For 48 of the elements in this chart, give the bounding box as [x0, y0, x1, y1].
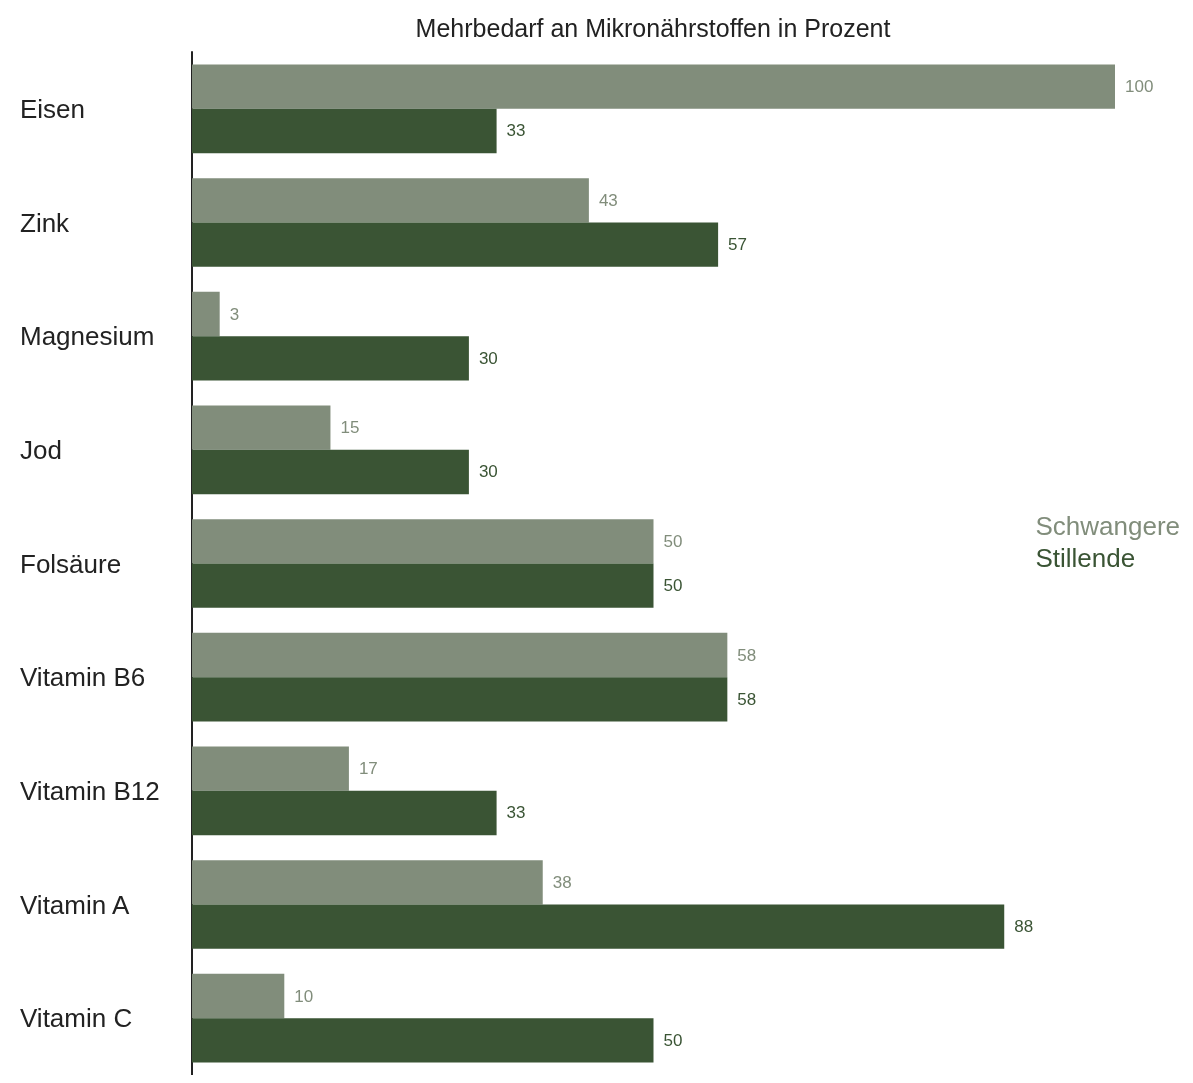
- bar: [192, 519, 654, 564]
- data-label: 57: [728, 235, 748, 255]
- data-label: 88: [1014, 917, 1034, 937]
- text: Stillende: [1035, 542, 1136, 573]
- bar: [192, 677, 728, 722]
- bar: [192, 222, 719, 267]
- bar: [192, 178, 589, 223]
- data-label: 10: [294, 986, 314, 1006]
- chart-title: Mehrbedarf an Mikronährstoffen in Prozent: [415, 13, 891, 42]
- y-tick-label: Vitamin A: [20, 889, 131, 920]
- y-tick-label: Zink: [20, 207, 71, 238]
- bar: [192, 108, 497, 154]
- data-label: 30: [478, 348, 498, 368]
- bar: [192, 790, 497, 836]
- bar: [192, 291, 220, 337]
- bar: [192, 973, 285, 1019]
- bar: [192, 336, 469, 381]
- data-label: 58: [737, 645, 757, 665]
- data-label: 50: [663, 1030, 683, 1050]
- bar: [192, 64, 1115, 109]
- y-tick-label: Vitamin C: [20, 1003, 133, 1034]
- data-label: 3: [229, 304, 240, 324]
- bar: [192, 904, 1005, 949]
- data-label: 50: [663, 576, 683, 596]
- bar: [192, 632, 728, 678]
- y-tick-label: Folsäure: [20, 548, 122, 579]
- data-label: 33: [506, 803, 526, 823]
- y-tick-label: Jod: [20, 434, 62, 465]
- data-label: 43: [598, 190, 618, 210]
- data-label: 17: [358, 759, 378, 779]
- y-tick-label: Vitamin B12: [20, 775, 160, 806]
- bar: [192, 449, 469, 495]
- data-label: 58: [737, 689, 757, 709]
- data-label: 33: [506, 121, 526, 141]
- y-tick-label: Magnesium: [20, 321, 155, 352]
- y-tick-label: Vitamin B6: [20, 662, 146, 693]
- bar: [192, 405, 331, 450]
- data-label: 100: [1125, 77, 1154, 97]
- data-label: 30: [478, 462, 498, 482]
- data-label: 15: [340, 418, 360, 438]
- bar: [192, 860, 543, 905]
- bar: [192, 746, 349, 791]
- bar: [192, 1018, 654, 1063]
- data-label: 50: [663, 531, 683, 551]
- y-tick-label: Eisen: [20, 93, 86, 124]
- bar: [192, 563, 654, 608]
- text: Schwangere: [1035, 510, 1181, 541]
- data-label: 38: [552, 872, 572, 892]
